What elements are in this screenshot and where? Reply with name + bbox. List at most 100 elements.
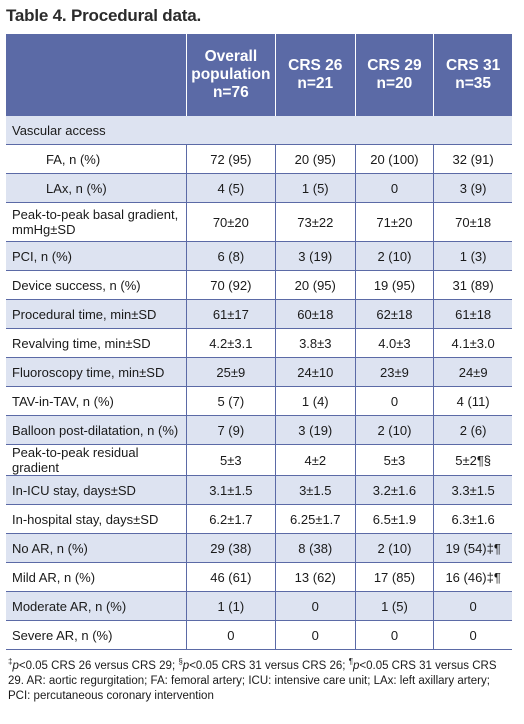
table-row: FA, n (%) 72 (95) 20 (95) 20 (100) 32 (91)	[6, 144, 512, 174]
row-label: Moderate AR, n (%)	[6, 591, 187, 621]
table-row: Device success, n (%) 70 (92) 20 (95) 19 (9…	[6, 270, 512, 300]
table-cell: 6 (8)	[185, 241, 276, 271]
procedural-data-table: Overall population n=76 CRS 26 n=21 CRS …	[6, 34, 512, 650]
table-cell: 3.2±1.6	[354, 475, 434, 505]
table-cell: 24±10	[274, 357, 356, 387]
table-cell: 6.2±1.7	[185, 504, 276, 534]
table-cell: 3.3±1.5	[433, 475, 512, 505]
table-cell: 8 (38)	[274, 533, 356, 563]
table-cell: 4 (5)	[185, 173, 276, 203]
table-row: Peak-to-peak basal gradient, mmHg±SD 70±2…	[6, 202, 512, 242]
row-label: Device success, n (%)	[6, 270, 187, 300]
table-row: Moderate AR, n (%) 1 (1) 0 1 (5) 0	[6, 591, 512, 621]
table-cell: 23±9	[354, 357, 434, 387]
table-cell: 3±1.5	[274, 475, 356, 505]
table-cell: 19 (54)‡¶	[433, 533, 512, 563]
table-row: No AR, n (%) 29 (38) 8 (38) 2 (10) 19 (54)‡¶	[6, 533, 512, 563]
row-label: In-hospital stay, days±SD	[6, 504, 187, 534]
table-cell: 24±9	[433, 357, 512, 387]
table-cell: 20 (100)	[354, 144, 434, 174]
table-cell: 3.1±1.5	[185, 475, 276, 505]
table-cell: 17 (85)	[354, 562, 434, 592]
table-cell: 3 (19)	[274, 241, 356, 271]
table-cell: 20 (95)	[274, 270, 356, 300]
table-row: Peak-to-peak residual gradient 5±3 4±2 5±3 5…	[6, 444, 512, 476]
row-label: PCI, n (%)	[6, 241, 187, 271]
table-row: Revalving time, min±SD 4.2±3.1 3.8±3 4.0±3 4…	[6, 328, 512, 358]
table-row: Fluoroscopy time, min±SD 25±9 24±10 23±9 24±…	[6, 357, 512, 387]
table-row: Vascular access	[6, 115, 512, 145]
table-row: LAx, n (%) 4 (5) 1 (5) 0 3 (9)	[6, 173, 512, 203]
row-label: Vascular access	[6, 115, 512, 145]
table-cell: 6.5±1.9	[354, 504, 434, 534]
table-cell: 2 (10)	[354, 241, 434, 271]
table-cell: 20 (95)	[274, 144, 356, 174]
table-footnote: ‡p<0.05 CRS 26 versus CRS 29; §p<0.05 CR…	[8, 657, 497, 702]
row-label: Peak-to-peak basal gradient, mmHg±SD	[6, 202, 187, 242]
row-label: No AR, n (%)	[6, 533, 187, 563]
row-label: Mild AR, n (%)	[6, 562, 187, 592]
table-title: Table 4. Procedural data.	[6, 6, 201, 25]
row-label: Balloon post-dilatation, n (%)	[6, 415, 187, 445]
table-cell: 70±20	[185, 202, 276, 242]
table-cell: 3.8±3	[274, 328, 356, 358]
table-cell: 0	[433, 620, 512, 650]
table-cell: 5±3	[185, 444, 276, 476]
table-cell: 0	[433, 591, 512, 621]
table-cell: 60±18	[274, 299, 356, 329]
table-cell: 5±3	[354, 444, 434, 476]
table-cell: 32 (91)	[433, 144, 512, 174]
table-cell: 46 (61)	[185, 562, 276, 592]
table-cell: 0	[354, 386, 434, 416]
table-row: Mild AR, n (%) 46 (61) 13 (62) 17 (85) 16 (4…	[6, 562, 512, 592]
table-cell: 1 (1)	[185, 591, 276, 621]
table-cell: 29 (38)	[185, 533, 276, 563]
table-cell: 73±22	[274, 202, 356, 242]
table-cell: 2 (10)	[354, 533, 434, 563]
table-cell: 3 (9)	[433, 173, 512, 203]
table-cell: 4 (11)	[433, 386, 512, 416]
table-cell: 61±17	[185, 299, 276, 329]
table-cell: 4±2	[274, 444, 356, 476]
table-cell: 0	[274, 620, 356, 650]
table-cell: 71±20	[354, 202, 434, 242]
table-cell: 70±18	[433, 202, 512, 242]
table-row: PCI, n (%) 6 (8) 3 (19) 2 (10) 1 (3)	[6, 241, 512, 271]
table-cell: 6.3±1.6	[433, 504, 512, 534]
table-cell: 7 (9)	[185, 415, 276, 445]
table-cell: 62±18	[354, 299, 434, 329]
table-row: Procedural time, min±SD 61±17 60±18 62±18 61…	[6, 299, 512, 329]
header-crs29: CRS 29 n=20	[354, 34, 434, 116]
table-row: Severe AR, n (%) 0 0 0 0	[6, 620, 512, 650]
table-row: TAV-in-TAV, n (%) 5 (7) 1 (4) 0 4 (11)	[6, 386, 512, 416]
table-row: In-hospital stay, days±SD 6.2±1.7 6.25±1.7…	[6, 504, 512, 534]
row-label: In-ICU stay, days±SD	[6, 475, 187, 505]
table-cell: 1 (5)	[354, 591, 434, 621]
header-row: Overall population n=76 CRS 26 n=21 CRS …	[6, 34, 512, 116]
row-label: Revalving time, min±SD	[6, 328, 187, 358]
table-cell: 4.1±3.0	[433, 328, 512, 358]
table-cell: 2 (6)	[433, 415, 512, 445]
row-label: TAV-in-TAV, n (%)	[6, 386, 187, 416]
table-row: In-ICU stay, days±SD 3.1±1.5 3±1.5 3.2±1.6 3…	[6, 475, 512, 505]
table-cell: 13 (62)	[274, 562, 356, 592]
table-row: Balloon post-dilatation, n (%) 7 (9) 3 (19…	[6, 415, 512, 445]
row-label: Severe AR, n (%)	[6, 620, 187, 650]
row-label: Procedural time, min±SD	[6, 299, 187, 329]
table-cell: 6.25±1.7	[274, 504, 356, 534]
table-cell: 31 (89)	[433, 270, 512, 300]
row-label: LAx, n (%)	[6, 173, 187, 203]
table-cell: 1 (4)	[274, 386, 356, 416]
header-label	[6, 34, 187, 116]
header-overall: Overall population n=76	[185, 34, 276, 116]
table-cell: 0	[185, 620, 276, 650]
table-cell: 0	[354, 620, 434, 650]
table-cell: 1 (3)	[433, 241, 512, 271]
table-cell: 19 (95)	[354, 270, 434, 300]
header-crs26: CRS 26 n=21	[274, 34, 356, 116]
row-label: Peak-to-peak residual gradient	[6, 444, 187, 476]
table-cell: 2 (10)	[354, 415, 434, 445]
table-cell: 4.0±3	[354, 328, 434, 358]
row-label: Fluoroscopy time, min±SD	[6, 357, 187, 387]
